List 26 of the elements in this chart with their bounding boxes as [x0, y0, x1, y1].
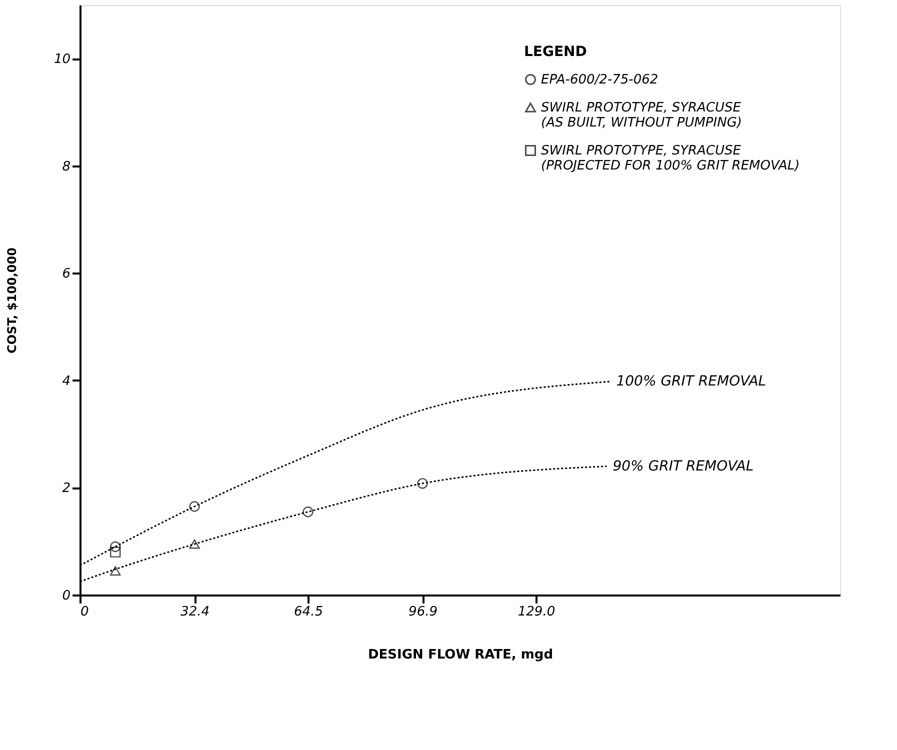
y-tick-label: 4 — [62, 374, 70, 389]
y-tick-label: 10 — [54, 52, 70, 68]
point — [110, 541, 121, 552]
point — [189, 501, 200, 512]
point — [189, 539, 200, 549]
point — [302, 506, 314, 518]
x-tick-label: 96.9 — [408, 604, 438, 620]
x-tick-label: 129.0 — [518, 604, 556, 620]
x-tick-label: 64.5 — [294, 604, 323, 620]
y-tick-label: 2 — [62, 481, 70, 496]
y-tick-label: 8 — [62, 159, 70, 174]
legend-label: EPA-600/2-75-062 — [541, 72, 658, 88]
y-tick-label: 0 — [62, 588, 70, 604]
point — [417, 478, 428, 489]
legend-label: SWIRL PROTOTYPE, SYRACUSE (AS BUILT, WITHOUT PUMPING) — [541, 100, 742, 130]
series-label: 100% GRIT REMOVAL — [616, 374, 766, 390]
point — [110, 566, 121, 576]
x-tick-label: 32.4 — [180, 604, 210, 620]
series-label: 90% GRIT REMOVAL — [612, 458, 754, 474]
x-axis-title: DESIGN FLOW RATE, mgd — [368, 648, 553, 662]
point — [110, 546, 121, 558]
legend-label: SWIRL PROTOTYPE, SYRACUSE (PROJECTED FOR 100% GRIT REMOVAL) — [541, 144, 800, 174]
legend-title: LEGEND — [524, 44, 587, 60]
x-tick-label: 0 — [80, 604, 89, 620]
y-tick-label: 6 — [62, 266, 70, 282]
y-axis-title: COST, $100,000 — [4, 248, 19, 354]
